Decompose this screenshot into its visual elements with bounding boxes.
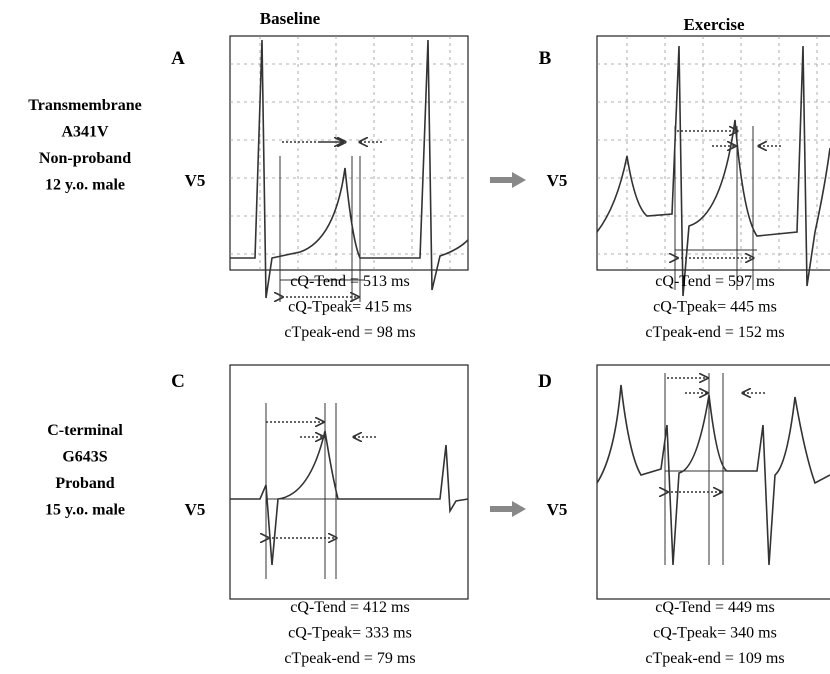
measurement: cQ-Tpeak= 333 ms bbox=[288, 625, 412, 642]
lead-label: V5 bbox=[547, 171, 568, 190]
measurement: cTpeak-end = 79 ms bbox=[284, 650, 415, 667]
measurement: cQ-Tend = 449 ms bbox=[655, 599, 774, 616]
panel-letter: B bbox=[539, 48, 552, 69]
row-label: 15 y.o. male bbox=[45, 502, 125, 519]
measurement: cTpeak-end = 152 ms bbox=[645, 324, 784, 341]
row-label: Transmembrane bbox=[28, 97, 141, 114]
measurement: cQ-Tpeak= 445 ms bbox=[653, 299, 777, 316]
measurement: cQ-Tend = 597 ms bbox=[655, 273, 774, 290]
row-label: 12 y.o. male bbox=[45, 177, 125, 194]
panel-letter: A bbox=[171, 48, 185, 69]
column-header: Baseline bbox=[260, 9, 321, 28]
transition-arrow bbox=[490, 172, 526, 188]
row-label: A341V bbox=[61, 124, 109, 141]
measurement: cQ-Tpeak= 340 ms bbox=[653, 625, 777, 642]
lead-label: V5 bbox=[547, 500, 568, 519]
column-header: Exercise bbox=[683, 15, 745, 34]
row-label: C-terminal bbox=[47, 422, 123, 439]
measurement: cTpeak-end = 109 ms bbox=[645, 650, 784, 667]
measurement: cQ-Tend = 513 ms bbox=[290, 273, 409, 290]
panel-letter: C bbox=[171, 371, 185, 392]
panel-letter: D bbox=[538, 371, 552, 392]
transition-arrow bbox=[490, 501, 526, 517]
row-label: Non-proband bbox=[39, 150, 131, 167]
row-label: Proband bbox=[55, 475, 114, 492]
row-label: G643S bbox=[62, 449, 107, 466]
lead-label: V5 bbox=[185, 171, 206, 190]
ecg-panel bbox=[597, 36, 830, 270]
figure: Baseline Exercise Transmembrane A341V Non-… bbox=[0, 0, 830, 674]
measurement: cQ-Tend = 412 ms bbox=[290, 599, 409, 616]
measurement: cQ-Tpeak= 415 ms bbox=[288, 299, 412, 316]
lead-label: V5 bbox=[185, 500, 206, 519]
measurement: cTpeak-end = 98 ms bbox=[284, 324, 415, 341]
